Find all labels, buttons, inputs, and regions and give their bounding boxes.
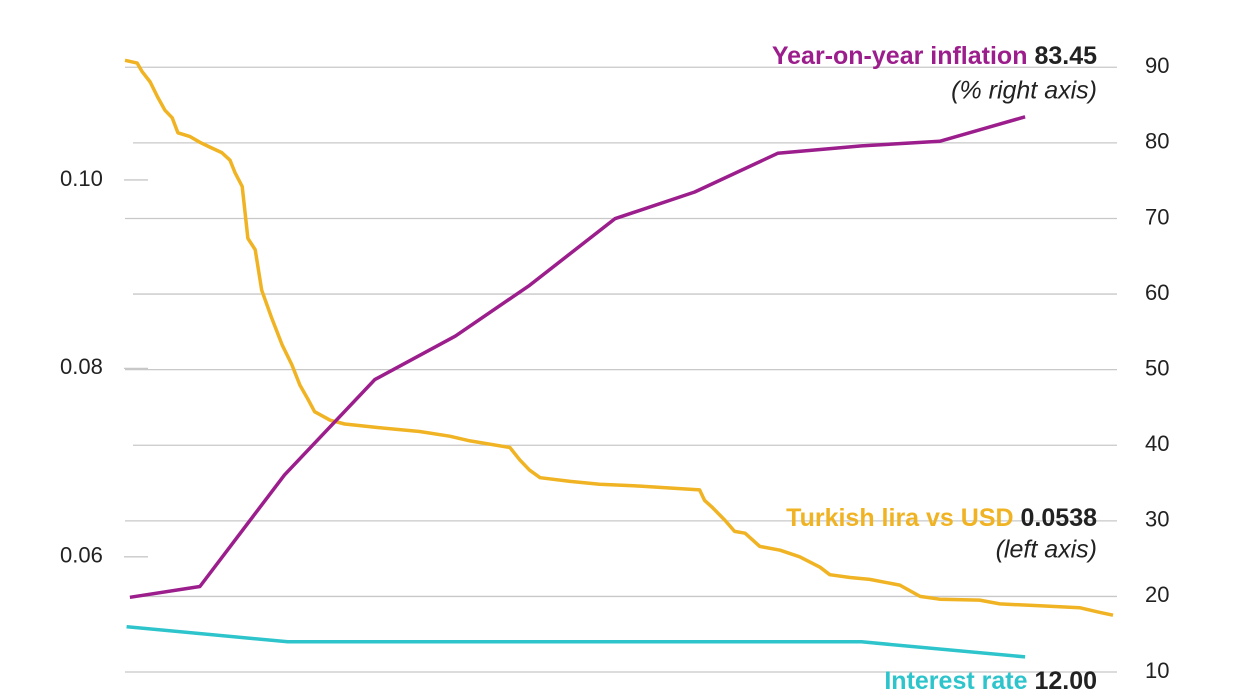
y2-tick-label: 50	[1145, 355, 1169, 380]
y2-tick-label: 80	[1145, 129, 1169, 154]
y-tick-label: 0.06	[60, 543, 103, 568]
grid	[124, 66, 1117, 673]
y2-tick-label: 10	[1145, 658, 1169, 683]
y2-tick-label: 60	[1145, 280, 1169, 305]
series-line	[126, 624, 1026, 659]
series-name: Year-on-year inflation	[772, 42, 1028, 70]
lines	[124, 58, 1114, 659]
inflation-annotation: Year-on-year inflation 83.45	[772, 42, 1097, 70]
series-line	[129, 115, 1026, 600]
y2-tick-label: 100	[1145, 0, 1182, 2]
inflation-note: (% right axis)	[951, 77, 1097, 105]
y-tick-label: 0.08	[60, 354, 103, 379]
lira-note: (left axis)	[996, 536, 1097, 564]
series-line	[124, 58, 1114, 617]
lira-annotation: Turkish lira vs USD 0.0538	[786, 504, 1097, 532]
series-name: Interest rate	[884, 667, 1027, 695]
y2-tick-label: 20	[1145, 582, 1169, 607]
y2-tick-label: 90	[1145, 53, 1169, 78]
series-name: Turkish lira vs USD	[786, 504, 1013, 532]
y2-tick-label: 30	[1145, 507, 1169, 532]
last-value: 83.45	[1034, 42, 1097, 70]
last-value: 0.0538	[1021, 504, 1098, 532]
y-tick-label: 0.10	[60, 166, 103, 191]
last-value: 12.00	[1034, 667, 1097, 695]
y2-tick-label: 70	[1145, 204, 1169, 229]
y2-tick-label: 40	[1145, 431, 1169, 456]
interest-annotation: Interest rate 12.00	[884, 667, 1097, 695]
